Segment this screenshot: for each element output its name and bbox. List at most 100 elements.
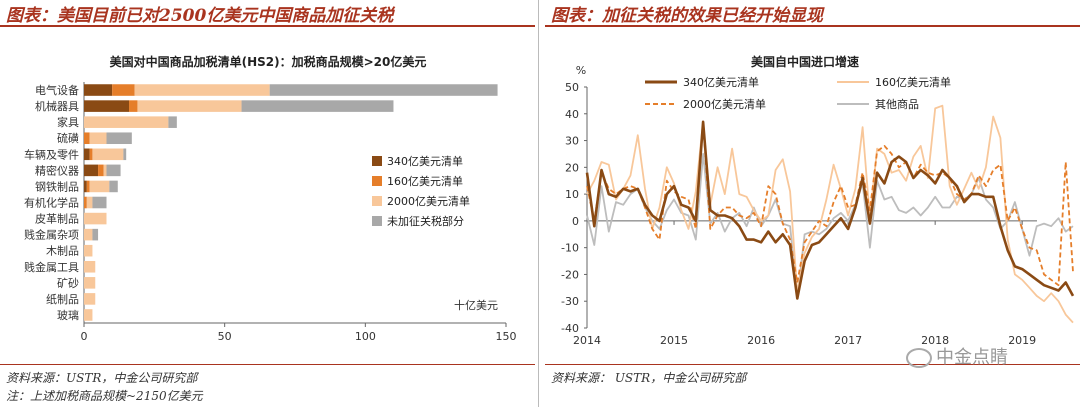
- bar-segment: [84, 309, 93, 321]
- bar-legend-label: 2000亿美元清单: [387, 195, 470, 208]
- right-panel: 图表：加征关税的效果已经开始显现 美国自中国进口增速 % 50 40 30 20 10 0…: [545, 0, 1080, 407]
- right-source-note: 资料来源： USTR，中金公司研究部: [551, 371, 747, 385]
- line-series-2: [586, 104, 1074, 324]
- left-panel: 图表：美国目前已对2500亿美元中国商品加征关税 美国对中国商品加税清单(HS2…: [0, 0, 535, 407]
- bar-category-label: 贱金属工具: [24, 260, 79, 274]
- line-y-tick-label: 50: [565, 81, 579, 94]
- bar-segment: [84, 180, 87, 193]
- line-y-tick-label: -40: [561, 322, 579, 335]
- line-series-4: [586, 153, 1074, 300]
- bar-segment: [84, 116, 169, 128]
- left-source-note: 资料来源：USTR，中金公司研究部: [6, 371, 198, 385]
- bar-segment: [84, 228, 93, 241]
- bar-segment: [89, 180, 110, 193]
- bar-legend-swatch: [372, 216, 382, 226]
- bar-segment: [168, 116, 177, 128]
- bar-category-label: 钢铁制品: [35, 180, 79, 193]
- line-y-tick-label: 40: [565, 108, 579, 121]
- bar-legend-label: 未加征关税部分: [387, 214, 464, 228]
- bar-x-tick-label: 0: [81, 330, 88, 343]
- bar-x-tick-label: 150: [496, 330, 517, 343]
- line-x-tick-label: 2014: [573, 334, 601, 347]
- bar-segment: [84, 196, 87, 209]
- bar-segment: [84, 293, 96, 305]
- line-x-tick-label: 2017: [834, 334, 862, 347]
- line-series-1: [585, 120, 1075, 300]
- bar-x-tick-label: 50: [218, 330, 232, 343]
- right-footer-rule: [545, 364, 1080, 365]
- bar-segment: [92, 196, 107, 209]
- bar-category-label: 木制品: [46, 245, 79, 258]
- bar-category-label: 皮革制品: [35, 212, 79, 226]
- left-panel-title: 图表：美国目前已对2500亿美元中国商品加征关税: [6, 6, 394, 26]
- bar-category-label: 家具: [57, 115, 79, 129]
- bar-segment: [84, 212, 107, 225]
- bar-segment: [89, 132, 107, 145]
- bar-category-label: 有机化学品: [24, 196, 79, 210]
- bar-segment: [86, 196, 93, 209]
- bar-segment: [84, 84, 113, 96]
- bar-category-label: 车辆及零件: [24, 147, 79, 161]
- bar-segment: [84, 164, 99, 177]
- bar-segment: [109, 180, 118, 193]
- bar-segment: [86, 180, 90, 193]
- bar-segment: [92, 148, 124, 161]
- bar-category-label: 电气设备: [35, 83, 79, 97]
- left-title-rule: [0, 25, 535, 27]
- bar-segment: [84, 260, 96, 273]
- bar-legend-swatch: [372, 176, 382, 186]
- watermark-logo: 中金点睛: [906, 343, 1008, 369]
- bar-segment: [241, 100, 394, 112]
- watermark-text: 中金点睛: [936, 347, 1008, 368]
- bar-legend-label: 340亿美元清单: [387, 155, 463, 168]
- bar-segment: [84, 244, 93, 257]
- line-y-tick-label: -20: [561, 268, 579, 281]
- line-x-tick-label: 2016: [747, 334, 775, 347]
- bar-segment: [103, 164, 107, 177]
- panel-divider: [538, 0, 539, 407]
- bar-segment: [89, 148, 93, 161]
- bar-legend-swatch: [372, 196, 382, 206]
- bar-segment: [98, 164, 104, 177]
- bar-category-label: 机械器具: [35, 99, 79, 113]
- bar-chart-unit-label: 十亿美元: [454, 298, 498, 312]
- bar-category-label: 精密仪器: [35, 163, 79, 177]
- bar-legend-swatch: [372, 156, 382, 166]
- line-legend-label: 160亿美元清单: [875, 76, 951, 89]
- bar-segment: [123, 148, 127, 161]
- bar-category-label: 矿砂: [57, 277, 79, 290]
- bar-segment: [112, 84, 135, 96]
- bar-segment: [84, 277, 96, 289]
- left-footnote: 注：上述加税商品规模~2150亿美元: [6, 389, 203, 403]
- bar-segment: [84, 100, 130, 112]
- right-panel-title: 图表：加征关税的效果已经开始显现: [551, 6, 823, 26]
- line-legend-label: 340亿美元清单: [683, 76, 759, 89]
- line-y-tick-label: 0: [572, 215, 579, 228]
- bar-segment: [269, 84, 498, 96]
- line-series-3: [586, 120, 1074, 287]
- line-x-tick-label: 2018: [921, 334, 949, 347]
- line-x-tick-label: 2019: [1008, 334, 1036, 347]
- wechat-icon: [906, 348, 932, 368]
- bar-x-tick-label: 100: [355, 330, 376, 343]
- line-chart-y-unit: %: [576, 64, 586, 77]
- bar-segment: [92, 228, 99, 241]
- bar-legend-label: 160亿美元清单: [387, 175, 463, 188]
- bar-category-label: 贱金属杂项: [24, 228, 79, 242]
- bar-chart: 美国对中国商品加税清单(HS2)：加税商品规模>20亿美元 十亿美元 0 50 10…: [24, 54, 517, 343]
- bar-category-label: 硫磺: [57, 131, 79, 145]
- bar-segment: [134, 84, 270, 96]
- bar-segment: [137, 100, 242, 112]
- bar-category-label: 纸制品: [46, 293, 79, 306]
- line-legend-label: 其他商品: [875, 97, 919, 111]
- line-legend-label: 2000亿美元清单: [683, 98, 766, 111]
- line-y-tick-label: 10: [565, 188, 579, 201]
- bar-segment: [106, 132, 132, 145]
- right-title-rule: [545, 25, 1080, 27]
- bar-segment: [106, 164, 121, 177]
- line-y-tick-label: 30: [565, 135, 579, 148]
- bar-category-label: 玻璃: [57, 308, 79, 322]
- line-chart-title: 美国自中国进口增速: [751, 54, 859, 69]
- line-y-tick-label: 20: [565, 161, 579, 174]
